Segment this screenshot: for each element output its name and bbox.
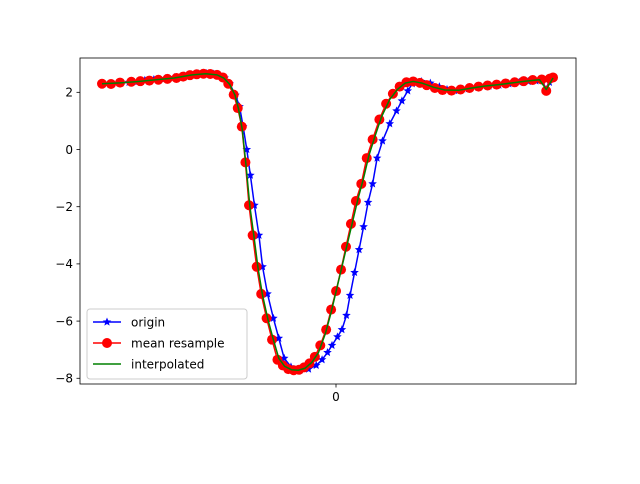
data-point-mean-resample-21 bbox=[244, 200, 255, 211]
data-point-origin-37 bbox=[337, 325, 347, 334]
data-point-mean-resample-23 bbox=[251, 261, 262, 272]
axes: 2 0 −2 −4 −6 −8 0 bbox=[55, 57, 577, 404]
axes-frame bbox=[79, 57, 577, 385]
data-point-origin-33 bbox=[317, 355, 327, 364]
data-point-mean-resample-41 bbox=[345, 218, 356, 229]
legend-entry-mean-resample: mean resample bbox=[93, 337, 225, 351]
y-tick-label-3: −4 bbox=[55, 257, 73, 271]
data-point-origin-46 bbox=[378, 136, 387, 145]
data-point-origin-32 bbox=[311, 360, 321, 370]
data-point-origin-44 bbox=[368, 179, 377, 188]
data-point-mean-resample-25 bbox=[261, 313, 272, 324]
data-point-origin-43 bbox=[363, 197, 373, 207]
data-point-origin-41 bbox=[354, 245, 364, 254]
y-tick-label-0: 2 bbox=[65, 86, 73, 100]
data-point-origin-40 bbox=[350, 267, 359, 277]
data-point-origin-48 bbox=[392, 106, 401, 115]
y-tick-label-1: 0 bbox=[65, 143, 73, 157]
data-point-origin-42 bbox=[359, 222, 368, 231]
series-line-interpolated bbox=[101, 72, 554, 372]
y-tick-label-4: −6 bbox=[55, 314, 73, 328]
legend-box bbox=[86, 308, 248, 380]
data-point-mean-resample-67 bbox=[541, 85, 552, 96]
plot-area bbox=[97, 68, 558, 376]
data-point-mean-resample-22 bbox=[247, 230, 258, 241]
legend-label-mean-resample: mean resample bbox=[131, 337, 225, 351]
x-tick-label-0: 0 bbox=[332, 390, 340, 404]
series-interpolated bbox=[101, 72, 554, 372]
data-point-origin-45 bbox=[372, 153, 382, 162]
legend-entry-interpolated: interpolated bbox=[93, 358, 204, 372]
legend-label-interpolated: interpolated bbox=[131, 358, 204, 372]
legend-entry-origin: origin bbox=[93, 316, 165, 330]
legend-marker-origin bbox=[102, 317, 112, 326]
legend-marker-mean-resample bbox=[102, 338, 112, 348]
data-point-origin-50 bbox=[403, 86, 413, 95]
data-point-mean-resample-66 bbox=[536, 74, 547, 85]
data-point-origin-47 bbox=[385, 119, 395, 128]
data-point-origin-38 bbox=[342, 310, 351, 320]
y-tick-label-5: −8 bbox=[55, 372, 73, 386]
data-point-origin-36 bbox=[333, 332, 342, 341]
legend-label-origin: origin bbox=[131, 316, 165, 330]
data-point-mean-resample-69 bbox=[548, 72, 558, 83]
data-point-mean-resample-24 bbox=[256, 288, 267, 299]
data-point-origin-34 bbox=[323, 348, 332, 357]
y-tick-label-2: −2 bbox=[55, 200, 73, 214]
data-point-origin-39 bbox=[345, 290, 355, 299]
data-point-origin-49 bbox=[397, 96, 407, 105]
data-point-origin-35 bbox=[327, 340, 337, 350]
legend: origin mean resample interpolated bbox=[86, 308, 248, 380]
data-point-origin-21 bbox=[246, 170, 255, 179]
